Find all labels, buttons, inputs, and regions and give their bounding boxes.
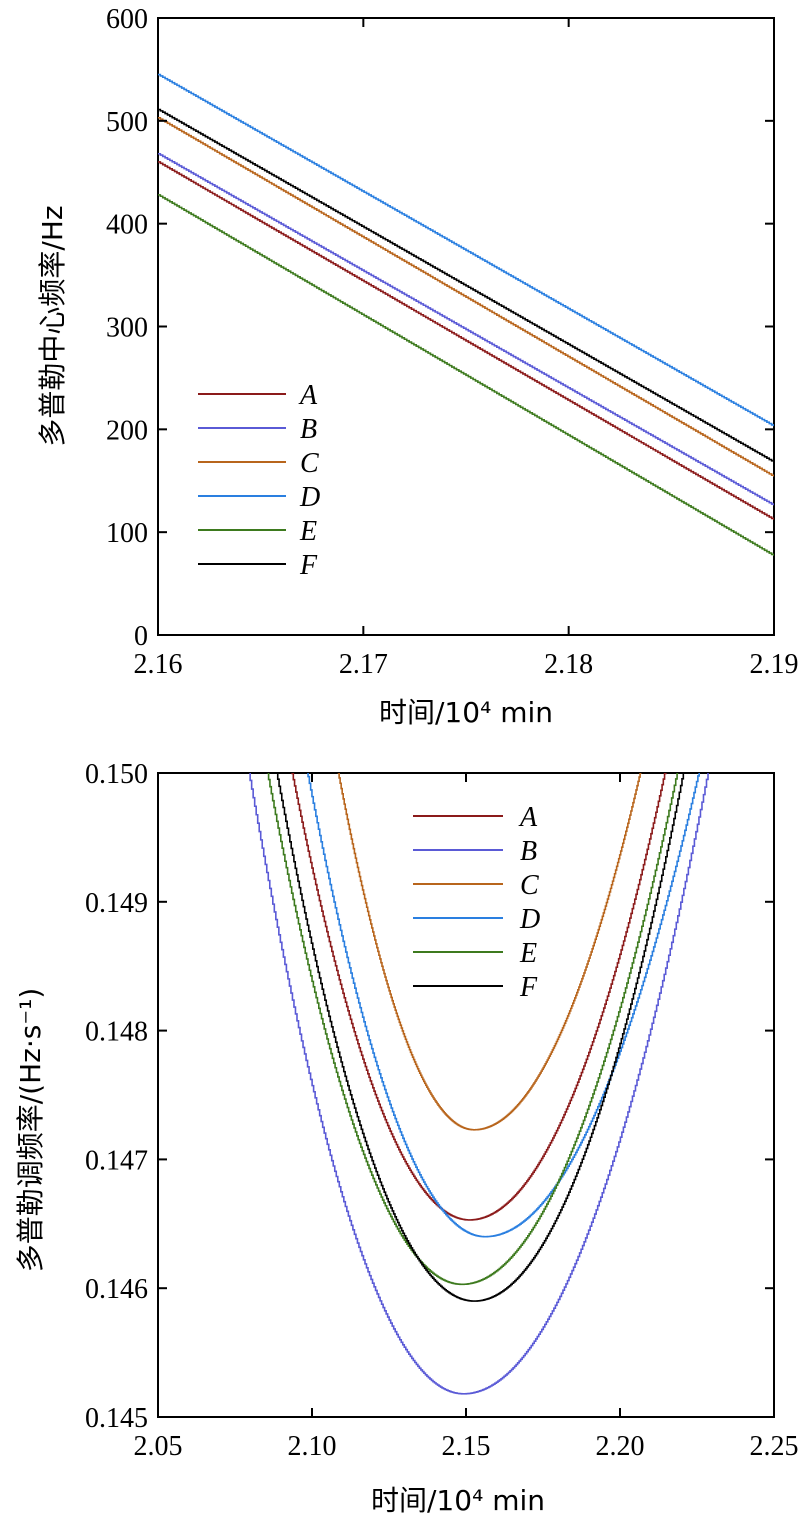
y-tick-label: 200 (106, 415, 148, 446)
y-tick-label: 600 (106, 4, 148, 35)
series-line-d (158, 73, 774, 427)
series-line-f (276, 773, 685, 1302)
chart-top-x-axis-title: 时间/10⁴ min (379, 696, 553, 729)
y-tick-label: 0.148 (85, 1017, 148, 1048)
chart-top-series-group (158, 73, 774, 556)
y-tick-label: 0.145 (85, 1403, 148, 1434)
chart-bottom-ticks-group: 2.05 2.10 2.15 2.20 2.25 0.145 0.146 0.147 0.148… (85, 759, 799, 1462)
y-tick-label: 0.146 (85, 1274, 148, 1305)
legend-label-e: E (299, 516, 317, 547)
chart-bottom-series-group (249, 773, 709, 1395)
series-line-c (158, 116, 774, 477)
y-tick-label: 0.149 (85, 888, 148, 919)
y-tick-label: 400 (106, 210, 148, 241)
legend-label-a: A (518, 802, 538, 833)
x-tick-label: 2.16 (134, 649, 183, 680)
series-line-f (158, 108, 774, 463)
x-tick-label: 2.25 (750, 1431, 799, 1462)
x-tick-label: 2.20 (596, 1431, 645, 1462)
x-tick-label: 2.10 (288, 1431, 337, 1462)
legend-label-d: D (519, 904, 540, 935)
legend-label-c: C (300, 448, 319, 479)
legend-label-a: A (298, 380, 318, 411)
chart-bottom-y-axis-title: 多普勒调频率/(Hz·s⁻¹) (14, 988, 47, 1273)
y-tick-label: 0.147 (85, 1145, 148, 1176)
chart-top-y-axis-title: 多普勒中心频率/Hz (36, 205, 69, 446)
y-tick-label: 500 (106, 107, 148, 138)
chart-bottom-x-axis-title: 时间/10⁴ min (371, 1484, 545, 1517)
series-line-e (158, 194, 774, 556)
series-line-b (249, 773, 709, 1395)
x-tick-label: 2.19 (750, 649, 799, 680)
legend-label-d: D (299, 482, 320, 513)
y-tick-label: 100 (106, 518, 148, 549)
legend-label-b: B (520, 836, 537, 867)
series-line-d (307, 773, 700, 1238)
y-tick-label: 0.150 (85, 759, 148, 790)
chart-top-ticks-group: 2.16 2.17 2.18 2.19 0 100 200 300 400 500 600 (106, 4, 799, 680)
series-line-e (266, 773, 680, 1286)
series-line-c (337, 773, 642, 1131)
x-tick-label: 2.18 (544, 649, 593, 680)
series-line-a (158, 161, 774, 520)
chart-top: 2.16 2.17 2.18 2.19 0 100 200 300 400 500 600 ABCD… (36, 4, 799, 729)
chart-top-frame (157, 17, 775, 636)
legend-label-f: F (299, 550, 318, 581)
legend-label-c: C (520, 870, 539, 901)
y-tick-label: 300 (106, 313, 148, 344)
y-tick-label: 0 (134, 621, 148, 652)
series-line-b (158, 152, 774, 506)
series-line-a (291, 773, 667, 1221)
legend-label-e: E (519, 938, 537, 969)
legend-label-f: F (519, 972, 538, 1003)
x-tick-label: 2.15 (442, 1431, 491, 1462)
legend-label-b: B (300, 414, 317, 445)
chart-bottom: 2.05 2.10 2.15 2.20 2.25 0.145 0.146 0.147 0.148… (14, 759, 799, 1517)
chart-bottom-frame (157, 772, 775, 1418)
x-tick-label: 2.17 (339, 649, 388, 680)
x-tick-label: 2.05 (134, 1431, 183, 1462)
